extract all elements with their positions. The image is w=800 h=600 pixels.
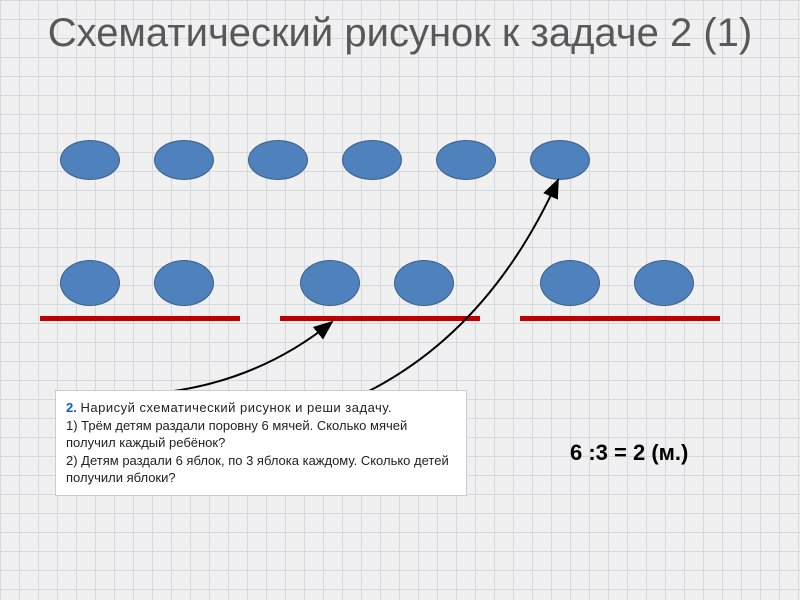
underline-2 [280, 316, 480, 321]
ellipse-top-1 [60, 140, 120, 180]
ellipse-group2-1 [300, 260, 360, 306]
underline-1 [40, 316, 240, 321]
ellipse-group3-2 [634, 260, 694, 306]
ellipse-group2-2 [394, 260, 454, 306]
arrow-1 [167, 322, 332, 392]
task-box: 2. Нарисуй схематический рисунок и реши … [55, 390, 467, 496]
task-line-2: 2) Детям раздали 6 яблок, по 3 яблока ка… [66, 452, 456, 487]
ellipse-group1-2 [154, 260, 214, 306]
ellipse-top-5 [436, 140, 496, 180]
ellipse-top-6 [530, 140, 590, 180]
task-lead: Нарисуй схематический рисунок и реши зад… [80, 400, 392, 415]
task-lead-line: 2. Нарисуй схематический рисунок и реши … [66, 399, 456, 417]
underline-3 [520, 316, 720, 321]
ellipse-top-3 [248, 140, 308, 180]
slide-title: Схематический рисунок к задаче 2 (1) [0, 10, 800, 56]
slide: Схематический рисунок к задаче 2 (1) 2. … [0, 0, 800, 600]
ellipse-top-2 [154, 140, 214, 180]
ellipse-top-4 [342, 140, 402, 180]
equation: 6 :3 = 2 (м.) [570, 440, 688, 466]
ellipse-group1-1 [60, 260, 120, 306]
task-line-1: 1) Трём детям раздали поровну 6 мячей. С… [66, 417, 456, 452]
task-number: 2. [66, 400, 77, 415]
ellipse-group3-1 [540, 260, 600, 306]
